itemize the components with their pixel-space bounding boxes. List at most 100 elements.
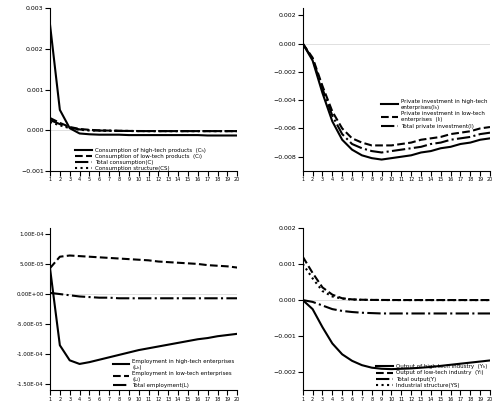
Private investment in low-tech
enterprises  (Iₗ) [428,136,434,141]
Total private investment(I) [418,144,424,149]
Consumption of low-tech products  (Cₗ) [86,127,92,132]
Consumption of high-tech products  (Cₕ) [195,133,201,138]
Total private investment(I) [368,149,374,154]
Line: Total employment(L): Total employment(L) [50,293,237,298]
Output of high-tech industry  (Yₕ) [458,361,464,366]
Consumption of high-tech products  (Cₕ) [175,133,181,138]
Total private investment(I) [428,141,434,146]
Consumption of low-tech products  (Cₗ) [185,129,191,134]
Private investment in low-tech
enterprises  (Iₗ) [320,83,326,88]
Total output(Y) [359,310,365,315]
Industrial structure(YS) [408,298,414,302]
Employment in low-tech enterprises
(Lₗ) [96,255,102,260]
Output of high-tech industry  (Yₕ) [320,325,326,330]
Industrial structure(YS) [487,298,493,302]
Industrial structure(YS) [438,298,444,302]
Line: Private investment in high-tech
enterprises(Iₕ): Private investment in high-tech enterpri… [303,44,490,159]
Total output(Y) [320,303,326,308]
Consumption structure(CS) [66,126,72,131]
Employment in high-tech enterprises
(Lₕ) [57,343,63,348]
Consumption of low-tech products  (Cₗ) [96,128,102,133]
Total consumption(C) [126,129,132,134]
Employment in low-tech enterprises
(Lₗ) [47,266,53,270]
Employment in high-tech enterprises
(Lₕ) [224,332,230,337]
Consumption structure(CS) [126,129,132,134]
Consumption structure(CS) [57,123,63,128]
Total private investment(I) [339,132,345,136]
Consumption structure(CS) [106,128,112,133]
Output of low-tech industry  (Yₗ) [458,298,464,302]
Consumption structure(CS) [195,129,201,134]
Total consumption(C) [195,129,201,134]
Total employment(L) [116,296,122,301]
Output of low-tech industry  (Yₗ) [438,298,444,302]
Employment in high-tech enterprises
(Lₕ) [96,357,102,362]
Consumption structure(CS) [146,129,152,134]
Output of low-tech industry  (Yₗ) [368,298,374,302]
Industrial structure(YS) [428,298,434,302]
Consumption of low-tech products  (Cₗ) [106,128,112,133]
Total output(Y) [378,311,384,316]
Total consumption(C) [106,128,112,133]
Total output(Y) [368,311,374,316]
Output of high-tech industry  (Yₕ) [359,363,365,367]
Total output(Y) [418,311,424,316]
Total employment(L) [106,295,112,300]
Output of high-tech industry  (Yₕ) [388,367,394,372]
Employment in high-tech enterprises
(Lₕ) [195,337,201,342]
Private investment in high-tech
enterprises(Iₕ) [378,157,384,162]
Private investment in low-tech
enterprises  (Iₗ) [468,129,473,134]
Output of high-tech industry  (Yₕ) [408,366,414,371]
Output of low-tech industry  (Yₗ) [359,297,365,302]
Legend: Consumption of high-tech products  (Cₕ), Consumption of low-tech products  (Cₗ),: Consumption of high-tech products (Cₕ), … [75,148,206,171]
Consumption of low-tech products  (Cₗ) [224,129,230,134]
Employment in high-tech enterprises
(Lₕ) [156,344,162,349]
Consumption structure(CS) [136,129,141,134]
Private investment in high-tech
enterprises(Iₕ) [300,41,306,46]
Private investment in low-tech
enterprises  (Iₗ) [349,136,355,141]
Output of high-tech industry  (Yₕ) [398,366,404,371]
Total private investment(I) [487,130,493,135]
Total private investment(I) [398,147,404,152]
Private investment in high-tech
enterprises(Iₕ) [487,136,493,141]
Total employment(L) [47,291,53,296]
Consumption of low-tech products  (Cₗ) [57,120,63,125]
Line: Consumption structure(CS): Consumption structure(CS) [50,122,237,131]
Consumption of high-tech products  (Cₕ) [57,107,63,112]
Employment in low-tech enterprises
(Lₗ) [57,254,63,259]
Total private investment(I) [388,149,394,154]
Consumption of low-tech products  (Cₗ) [204,129,210,134]
Consumption of low-tech products  (Cₗ) [166,129,172,134]
Employment in low-tech enterprises
(Lₗ) [204,263,210,268]
Total output(Y) [349,309,355,314]
Output of low-tech industry  (Yₗ) [310,270,316,275]
Line: Employment in low-tech enterprises
(Lₗ): Employment in low-tech enterprises (Lₗ) [50,256,237,268]
Total consumption(C) [57,122,63,127]
Total private investment(I) [438,140,444,145]
Private investment in high-tech
enterprises(Iₕ) [339,137,345,142]
Employment in high-tech enterprises
(Lₕ) [47,266,53,270]
Private investment in high-tech
enterprises(Iₕ) [359,153,365,158]
Consumption structure(CS) [76,127,82,132]
Employment in high-tech enterprises
(Lₕ) [106,355,112,360]
Line: Output of low-tech industry  (Yₗ): Output of low-tech industry (Yₗ) [303,257,490,300]
Private investment in high-tech
enterprises(Iₕ) [418,150,424,155]
Line: Employment in high-tech enterprises
(Lₕ): Employment in high-tech enterprises (Lₕ) [50,268,237,364]
Total consumption(C) [96,128,102,133]
Total employment(L) [224,296,230,301]
Private investment in low-tech
enterprises  (Iₗ) [368,143,374,148]
Total employment(L) [96,295,102,300]
Output of high-tech industry  (Yₕ) [418,365,424,370]
Private investment in low-tech
enterprises  (Iₗ) [448,132,454,136]
Private investment in high-tech
enterprises(Iₕ) [330,119,336,124]
Private investment in low-tech
enterprises  (Iₗ) [418,137,424,142]
Employment in low-tech enterprises
(Lₗ) [156,259,162,264]
Total consumption(C) [47,118,53,122]
Line: Total consumption(C): Total consumption(C) [50,120,237,131]
Industrial structure(YS) [359,297,365,302]
Consumption structure(CS) [234,129,240,134]
Total output(Y) [428,311,434,316]
Output of high-tech industry  (Yₕ) [339,352,345,357]
Consumption of high-tech products  (Cₕ) [66,126,72,131]
Employment in high-tech enterprises
(Lₕ) [185,339,191,344]
